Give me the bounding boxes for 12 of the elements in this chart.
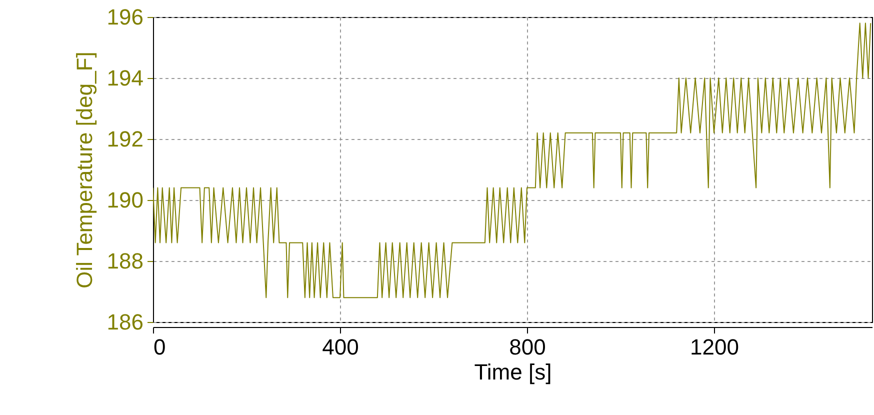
y-tick-label: 194 [106,66,144,90]
y-tick-label: 188 [106,248,144,274]
x-tick-label: 0 [154,334,166,360]
y-tick-label: 196 [106,4,144,30]
y-tick-label: 192 [106,126,144,152]
x-tick-label: 800 [509,334,546,360]
y-tick-label: 190 [106,188,144,212]
x-axis-title: Time [s] [474,360,552,384]
y-axis-title: Oil Temperature [deg_F] [72,52,97,288]
x-tick-label: 400 [322,334,359,360]
y-tick-label: 186 [106,310,144,334]
x-tick-label: 1200 [690,334,739,360]
